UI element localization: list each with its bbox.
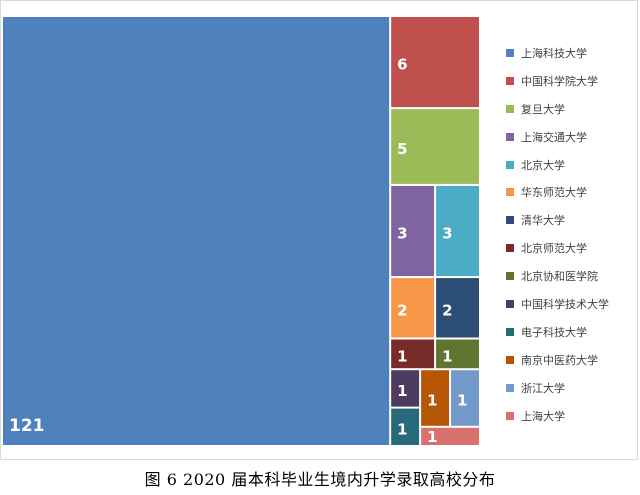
legend-swatch (506, 48, 514, 57)
treemap-value-label-10: 1 (397, 420, 407, 438)
treemap-tile-6 (436, 278, 479, 338)
treemap-tile-10 (391, 408, 420, 445)
treemap-value-label-0: 121 (9, 416, 45, 436)
legend-label: 浙江大学 (521, 381, 565, 395)
legend-swatch (506, 188, 514, 197)
legend-item-4: 北京大学 (506, 151, 609, 179)
treemap-tile-7 (391, 339, 435, 369)
treemap-tile-13 (421, 427, 479, 445)
legend-label: 北京师范大学 (521, 242, 587, 256)
treemap-chart: 121 6 5 3 3 2 2 1 1 1 1 1 1 1 (3, 17, 479, 446)
legend-swatch (506, 355, 514, 364)
legend-swatch (506, 244, 514, 253)
legend-item-1: 中国科学院大学 (506, 67, 609, 95)
legend-item-0: 上海科技大学 (506, 39, 609, 67)
treemap-tile-5 (391, 278, 435, 338)
legend-item-9: 中国科学技术大学 (506, 290, 609, 318)
legend-item-5: 华东师范大学 (506, 178, 609, 206)
legend-item-10: 电子科技大学 (506, 318, 609, 346)
legend-label: 清华大学 (521, 214, 565, 228)
legend-label: 电子科技大学 (521, 325, 587, 339)
legend-item-2: 复旦大学 (506, 95, 609, 123)
legend-item-6: 清华大学 (506, 206, 609, 234)
treemap-tile-11 (421, 370, 450, 426)
treemap-tile-9 (391, 370, 420, 407)
legend-swatch (506, 160, 514, 169)
treemap-value-label-13: 1 (427, 428, 437, 446)
legend: 上海科技大学 中国科学院大学 复旦大学上海交通大学 北京大学华东师范大学 清华大学北京师… (506, 39, 609, 429)
legend-item-12: 浙江大学 (506, 374, 609, 402)
treemap-tile-2 (391, 109, 479, 184)
legend-swatch (506, 383, 514, 392)
legend-item-7: 北京师范大学 (506, 234, 609, 262)
legend-label: 南京中医药大学 (521, 353, 598, 367)
legend-item-8: 北京协和医学院 (506, 262, 609, 290)
legend-label: 北京大学 (521, 158, 565, 172)
legend-swatch (506, 216, 514, 225)
treemap-tile-3 (391, 185, 435, 277)
treemap-value-label-5: 2 (397, 301, 407, 319)
legend-label: 中国科学院大学 (521, 74, 598, 88)
legend-swatch (506, 76, 514, 85)
legend-swatch (506, 299, 514, 308)
treemap-value-label-6: 2 (442, 301, 452, 319)
treemap-value-label-2: 5 (397, 140, 407, 158)
treemap-value-label-1: 6 (397, 56, 407, 74)
legend-label: 上海交通大学 (521, 130, 587, 144)
legend-label: 上海科技大学 (521, 46, 587, 60)
figure-caption: 图 6 2020 届本科毕业生境内升学录取高校分布 (144, 470, 496, 489)
legend-swatch (506, 104, 514, 113)
legend-swatch (506, 411, 514, 420)
treemap-tile-4 (436, 185, 479, 277)
treemap-tile-0 (3, 17, 390, 445)
legend-label: 华东师范大学 (521, 186, 587, 200)
treemap-value-label-8: 1 (442, 347, 452, 365)
treemap-value-label-4: 3 (442, 225, 452, 243)
chart-frame: 121 6 5 3 3 2 2 1 1 1 1 1 1 1 上海科技大学 中国科学院大学 复旦大学上海交通大学… (0, 0, 638, 460)
legend-item-11: 南京中医药大学 (506, 346, 609, 374)
treemap-tile-12 (451, 370, 479, 426)
treemap-tile-8 (436, 339, 479, 369)
legend-item-3: 上海交通大学 (506, 123, 609, 151)
treemap-value-label-3: 3 (397, 225, 407, 243)
legend-swatch (506, 132, 514, 141)
treemap-value-label-11: 1 (427, 392, 437, 410)
legend-item-13: 上海大学 (506, 402, 609, 430)
treemap-value-label-9: 1 (397, 382, 407, 400)
treemap-value-label-7: 1 (397, 347, 407, 365)
treemap-tile-1 (391, 17, 479, 108)
treemap-value-label-12: 1 (457, 392, 467, 410)
legend-label: 上海大学 (521, 409, 565, 423)
legend-label: 复旦大学 (521, 102, 565, 116)
legend-swatch (506, 327, 514, 336)
legend-label: 北京协和医学院 (521, 270, 598, 284)
legend-swatch (506, 272, 514, 281)
legend-label: 中国科学技术大学 (521, 297, 609, 311)
